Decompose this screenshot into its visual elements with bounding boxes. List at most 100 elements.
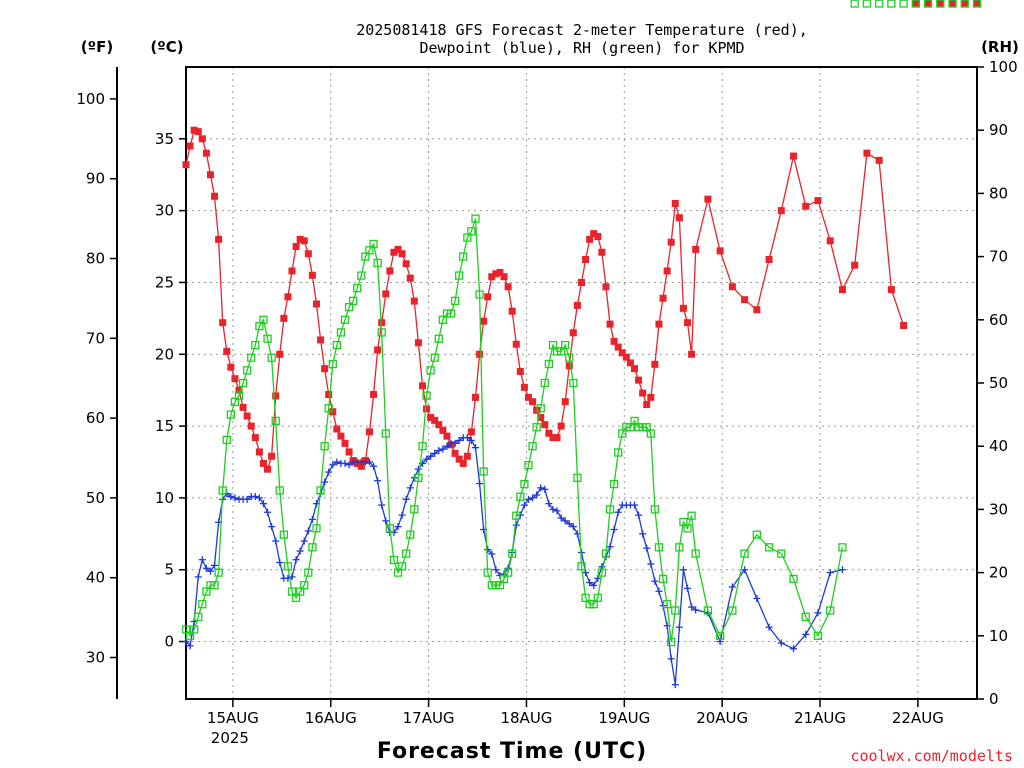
temperature-point [529,398,537,406]
fahrenheit-tick-label: 80 [86,250,105,268]
temperature-point [435,421,443,429]
temperature-point [427,413,435,421]
fahrenheit-tick-label: 60 [86,409,105,427]
dewpoint-point [545,500,553,508]
rh-point [332,340,342,350]
temperature-point [973,0,981,7]
dewpoint-point [365,458,373,466]
temperature-point [321,365,329,373]
temperature-point [414,339,422,347]
dewpoint-point [520,501,528,509]
rh-point [687,511,696,520]
dewpoint-point [484,546,492,554]
temperature-point [512,340,520,348]
dewpoint-point [671,681,679,689]
temperature-point [337,432,345,440]
x-tick-label: 17AUG [403,709,455,727]
rh-point [218,486,227,495]
dewpoint-point [512,521,520,529]
temperature-point [463,452,471,460]
dewpoint-point [186,642,194,650]
dewpoint-point [631,501,639,509]
credit-text[interactable]: coolwx.com/modelts [850,747,1013,765]
temperature-point [936,0,944,7]
dewpoint-point [255,494,263,502]
dewpoint-point [524,495,532,503]
temperature-point [410,297,418,305]
dewpoint-point [684,584,692,592]
rh-point [414,473,423,482]
celsius-tick-label: 10 [155,489,174,507]
x-tick-label: 21AUG [794,709,846,727]
temperature-point [651,360,659,368]
rh-point [703,606,713,615]
dewpoint-point [374,477,382,485]
temperature-point [631,365,639,373]
rh-point [777,549,786,558]
temperature-point [402,260,410,268]
rh-point [662,600,672,609]
dewpoint-point [643,544,651,552]
rh-point [658,574,668,584]
temperature-point [765,255,773,263]
rh-point [243,366,252,375]
temperature-point [826,237,834,245]
rh-tick-label: 100 [989,58,1018,76]
dewpoint-point [231,494,239,502]
celsius-tick-label: 15 [155,417,174,435]
temperature-point [296,235,304,243]
temperature-point [549,434,557,442]
rh-point [259,315,268,324]
rh-point [605,505,615,514]
x-axis-title: Forecast Time (UTC) [377,739,647,764]
grid-lines [186,67,977,699]
rh-point [923,0,933,8]
temperature-series-line [185,129,905,471]
dewpoint-point [565,520,573,528]
temperature-point [259,459,267,467]
rh-point [532,423,541,432]
temperature-point [182,161,190,169]
rh-point [455,271,464,280]
temperature-point [851,261,859,269]
plot-frame [185,66,978,700]
dewpoint-point [398,511,406,519]
temperature-point [206,171,214,179]
dewpoint-point [194,573,202,581]
dewpoint-point [423,455,431,463]
rh-point [667,637,676,647]
dewpoint-point [272,537,280,545]
temperature-point [374,346,382,354]
rh-point [683,524,692,533]
dewpoint-point [549,505,557,513]
temperature-point [219,319,227,327]
x-tick-label: 22AUG [892,709,944,727]
temperature-point [561,398,569,406]
rh-point [410,505,419,514]
temperature-point [492,270,500,278]
temperature-point [211,192,219,200]
temperature-point [753,306,761,314]
rh-point [524,461,533,470]
chart-title-line2: Dewpoint (blue), RH (green) for KPMD [419,39,744,57]
rh-point [536,404,545,413]
temperature-point [569,329,577,337]
dewpoint-point [370,462,378,470]
rh-point [740,549,749,558]
rh-point [597,568,607,577]
temperature-point [516,368,524,376]
temperature-point [488,273,496,281]
rh-point [516,492,525,501]
dewpoint-point [614,508,622,516]
rh-point [283,562,293,571]
temperature-point [900,322,908,330]
temperature-point [223,347,231,355]
rh-point [320,442,329,451]
rh-point [459,252,468,261]
rh-point [222,435,231,445]
dewpoint-point [406,484,414,492]
fahrenheit-tick-label: 90 [86,170,105,188]
rh-point [764,543,774,552]
rh-point [377,328,386,337]
